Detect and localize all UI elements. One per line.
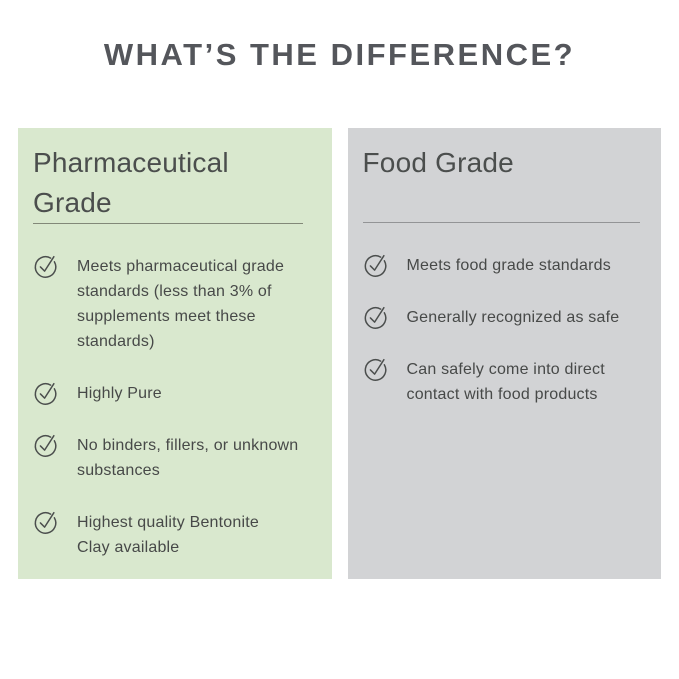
list-item-text: Meets pharmaceutical grade standards (le… bbox=[77, 258, 285, 350]
check-circle-icon bbox=[363, 356, 389, 382]
check-circle-icon bbox=[33, 253, 59, 279]
check-circle-icon bbox=[363, 252, 389, 278]
list-item: Can safely come into direct contact with… bbox=[363, 357, 647, 407]
food-grade-benefits-list: Meets food grade standards Generally rec… bbox=[363, 253, 647, 407]
check-circle-icon bbox=[33, 380, 59, 406]
list-item-text: Can safely come into direct contact with… bbox=[406, 361, 605, 403]
check-circle-icon bbox=[33, 509, 59, 535]
page-title: WHAT’S THE DIFFERENCE? bbox=[103, 37, 576, 72]
divider bbox=[33, 223, 303, 224]
list-item-text: Generally recognized as safe bbox=[406, 309, 620, 326]
panel-heading-pharmaceutical: Pharmaceutical Grade bbox=[33, 147, 229, 218]
list-item: Highest quality Bentonite Clay available bbox=[33, 510, 317, 560]
pharmaceutical-benefits-list: Meets pharmaceutical grade standards (le… bbox=[33, 254, 317, 560]
check-circle-icon bbox=[33, 432, 59, 458]
list-item-text: Meets food grade standards bbox=[406, 257, 611, 274]
list-item: Meets food grade standards bbox=[363, 253, 647, 278]
list-item: Highly Pure bbox=[33, 381, 317, 406]
check-circle-icon bbox=[363, 304, 389, 330]
panel-food-grade: Food Grade Meets food grade standards bbox=[347, 128, 661, 579]
panel-heading-food: Food Grade bbox=[362, 147, 514, 178]
comparison-panels: Pharmaceutical Grade Meets pharmaceutica… bbox=[18, 128, 661, 579]
list-item: No binders, fillers, or unknown substanc… bbox=[33, 433, 317, 483]
list-item: Meets pharmaceutical grade standards (le… bbox=[33, 254, 317, 354]
list-item-text: No binders, fillers, or unknown substanc… bbox=[77, 437, 299, 479]
list-item-text: Highest quality Bentonite Clay available bbox=[77, 514, 259, 556]
panel-pharmaceutical-grade: Pharmaceutical Grade Meets pharmaceutica… bbox=[18, 128, 332, 579]
divider bbox=[362, 222, 640, 223]
list-item-text: Highly Pure bbox=[77, 385, 162, 402]
list-item: Generally recognized as safe bbox=[363, 305, 647, 330]
